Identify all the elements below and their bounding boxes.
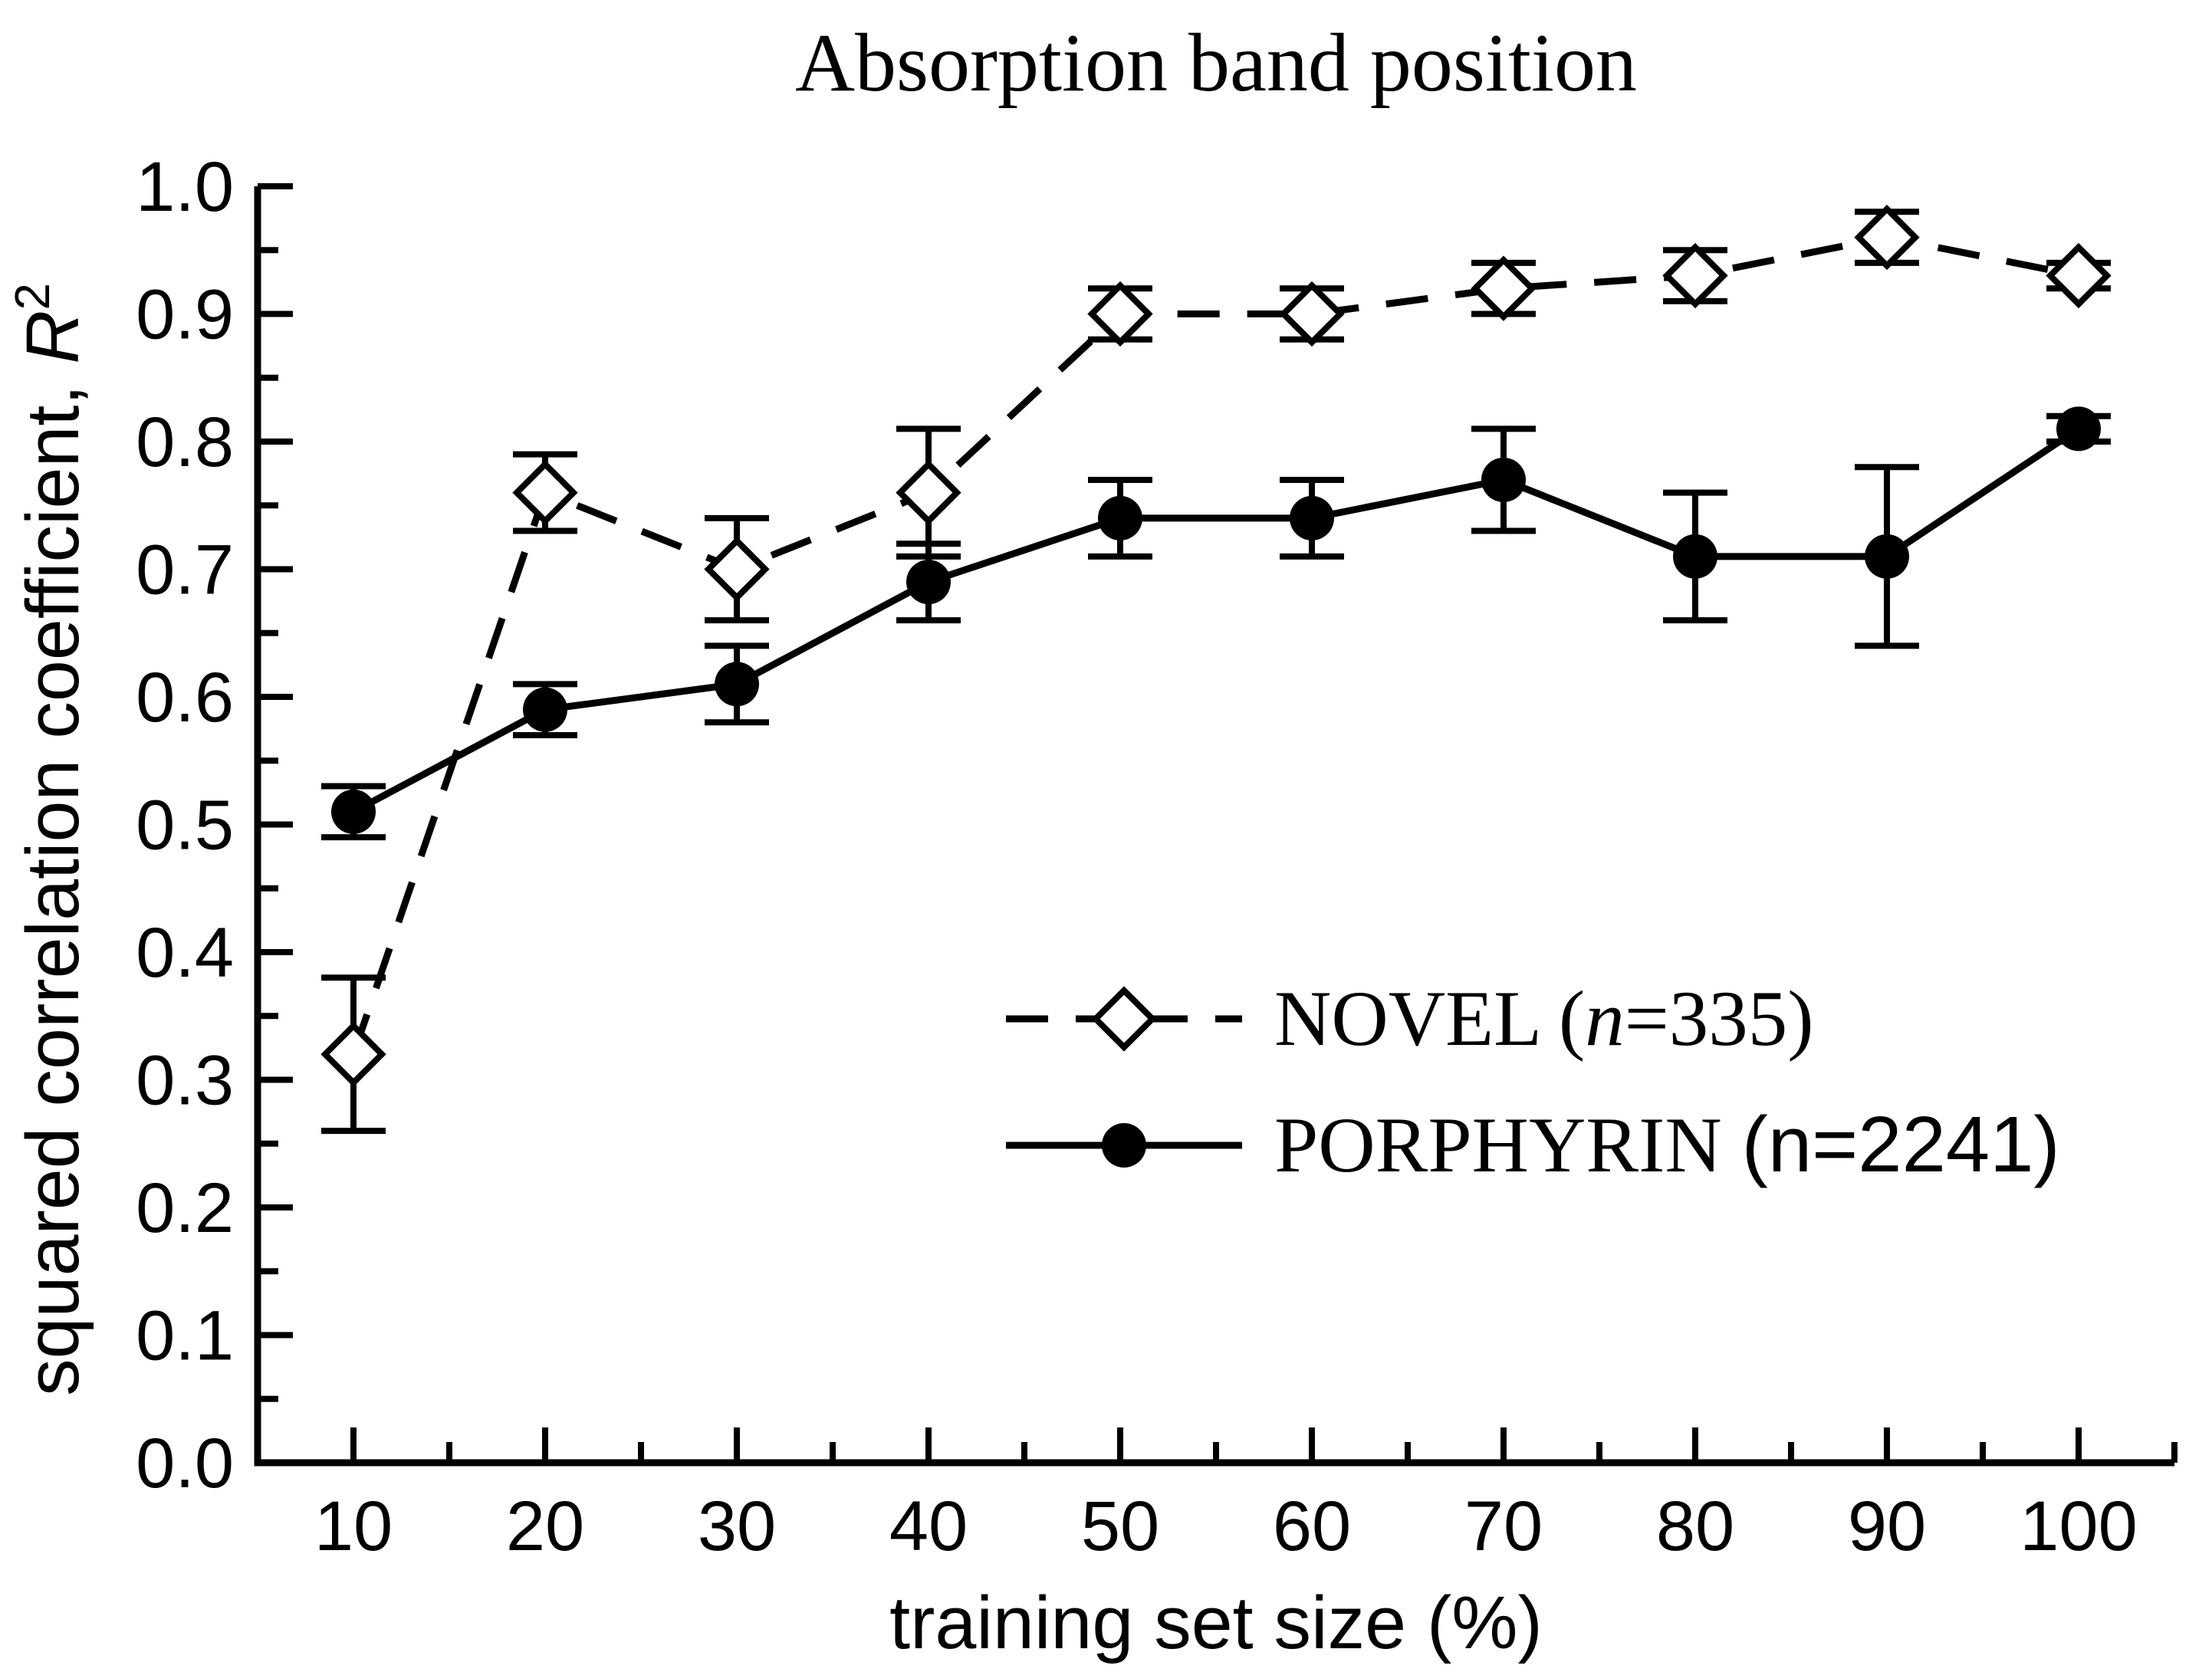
x-tick-labels: 10 20 30 40 50 60 70 80 90 100 <box>314 1487 2138 1565</box>
data-point-open-diamond <box>1279 281 1345 347</box>
chart-title: Absorption band position <box>795 18 1637 109</box>
y-axis-label: squared correlation coefficient, R2 <box>5 283 94 1396</box>
data-point-open-diamond <box>704 536 770 603</box>
y-tick-label: 1.0 <box>136 148 234 226</box>
plot-series <box>320 204 2112 1135</box>
data-point-filled-circle <box>331 789 376 834</box>
legend-novel-diamond-marker <box>1091 986 1157 1052</box>
y-tick-label: 0.0 <box>136 1424 234 1503</box>
y-axis-ticks <box>258 183 293 1466</box>
y-tick-label: 0.9 <box>136 276 234 354</box>
porphyrin-markers <box>331 406 2101 834</box>
porphyrin-line <box>351 425 2081 815</box>
y-tick-label: 0.5 <box>136 787 234 865</box>
data-point-open-diamond <box>1854 204 1920 271</box>
data-point-open-diamond <box>1662 242 1728 309</box>
y-tick-labels: 0.0 0.1 0.2 0.3 0.4 0.5 0.6 0.7 0.8 0.9 1.0 <box>136 148 234 1503</box>
data-point-filled-circle <box>906 560 951 605</box>
legend-label-part: NOVEL ( <box>1274 975 1585 1063</box>
novel-error-bars <box>321 209 2111 1135</box>
legend-label-part: =335) <box>1625 975 1814 1063</box>
y-tick-label: 0.7 <box>136 531 234 609</box>
data-point-open-diamond <box>2046 242 2112 309</box>
data-point-filled-circle <box>523 687 567 732</box>
data-point-filled-circle <box>1290 495 1334 540</box>
porphyrin-error-bars <box>321 412 2111 841</box>
data-point-open-diamond <box>1471 255 1537 321</box>
x-tick-label: 10 <box>314 1487 393 1565</box>
axis-lines <box>254 186 2174 1467</box>
y-tick-label: 0.1 <box>136 1297 234 1375</box>
axes <box>254 186 2174 1467</box>
legend-label-part: (n=2241) <box>1742 1100 2060 1188</box>
x-tick-label: 50 <box>1081 1487 1159 1565</box>
x-axis-ticks <box>350 1427 2177 1463</box>
x-tick-label: 40 <box>889 1487 968 1565</box>
legend-label-part: PORPHYRIN <box>1274 1102 1742 1189</box>
x-tick-label: 100 <box>2020 1487 2138 1565</box>
x-tick-label: 30 <box>698 1487 776 1565</box>
x-tick-label: 60 <box>1273 1487 1351 1565</box>
data-point-open-diamond <box>1087 281 1153 347</box>
legend-porphyrin-label: PORPHYRIN (n=2241) <box>1274 1100 2060 1189</box>
legend-porphyrin-circle-marker <box>1102 1123 1146 1168</box>
y-tick-label: 0.2 <box>136 1169 234 1247</box>
data-point-filled-circle <box>715 662 759 707</box>
legend-item-novel: NOVEL (n=335) <box>1006 975 1814 1063</box>
series-novel <box>320 204 2112 1135</box>
x-tick-label: 70 <box>1464 1487 1543 1565</box>
y-tick-label: 0.6 <box>136 659 234 737</box>
y-axis-label-symbol: R <box>11 310 94 364</box>
legend-item-porphyrin: PORPHYRIN (n=2241) <box>1006 1100 2060 1189</box>
y-tick-label: 0.8 <box>136 403 234 481</box>
y-tick-label: 0.4 <box>136 914 234 992</box>
novel-markers <box>320 204 2112 1087</box>
data-point-filled-circle <box>1098 495 1142 540</box>
data-point-filled-circle <box>1865 534 1909 579</box>
x-tick-label: 20 <box>506 1487 584 1565</box>
y-axis-label-text: squared correlation coefficient, <box>11 364 94 1396</box>
data-point-filled-circle <box>1481 457 1526 502</box>
data-point-open-diamond <box>512 459 578 526</box>
data-point-filled-circle <box>1673 534 1717 579</box>
x-axis-label: training set size (%) <box>889 1581 1543 1664</box>
data-point-open-diamond <box>320 1021 386 1087</box>
data-point-open-diamond <box>896 459 961 526</box>
x-tick-label: 80 <box>1656 1487 1734 1565</box>
data-point-filled-circle <box>2056 406 2101 452</box>
y-axis-label-exponent: 2 <box>5 283 60 310</box>
legend-label-part: n <box>1585 975 1625 1063</box>
y-tick-label: 0.3 <box>136 1042 234 1120</box>
legend-novel-label: NOVEL (n=335) <box>1274 975 1814 1063</box>
series-porphyrin <box>321 406 2111 841</box>
novel-line <box>350 234 2079 1056</box>
x-tick-label: 90 <box>1848 1487 1926 1565</box>
legend: NOVEL (n=335) PORPHYRIN (n=2241) <box>1006 975 2060 1189</box>
